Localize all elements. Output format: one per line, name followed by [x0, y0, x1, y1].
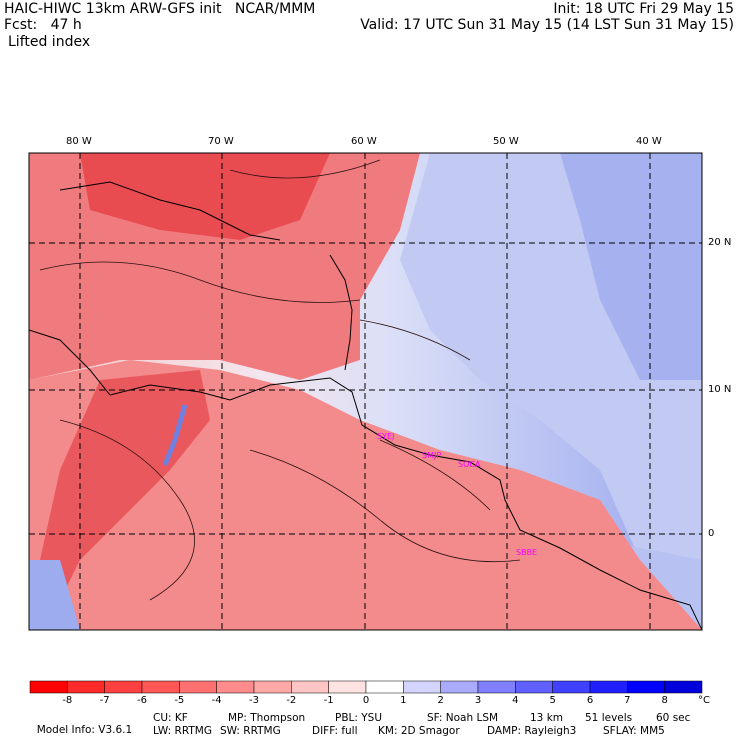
colorbar-tick-label: -1 — [323, 695, 334, 706]
map-frame — [28, 152, 703, 631]
colorbar-tick-label: 4 — [512, 695, 519, 706]
lon-label-60w: 60 W — [351, 136, 377, 147]
contour-line — [359, 319, 471, 361]
footer-mp: MP: Thompson — [228, 712, 306, 724]
colorbar — [29, 680, 703, 694]
footer-damp: DAMP: Rayleigh3 — [487, 725, 577, 737]
footer-cu: CU: KF — [153, 712, 188, 724]
footer-diff: DIFF: full — [312, 725, 358, 737]
colorbar-tick-label: 1 — [400, 695, 407, 706]
unstable-region-andes — [40, 370, 210, 600]
colorbar-swatch — [627, 680, 665, 694]
coastline-central-america — [29, 329, 111, 396]
lon-label-50w: 50 W — [493, 136, 519, 147]
colorbar-tick-label: 2 — [437, 695, 444, 706]
colorbar-tick-label: -5 — [174, 695, 185, 706]
lon-label-40w: 40 W — [636, 136, 662, 147]
footer-sf: SF: Noah LSM — [427, 712, 499, 724]
colorbar-swatch — [179, 680, 217, 694]
lat-label-20n: 20 N — [708, 237, 732, 248]
colorbar-tick-label: -4 — [211, 695, 222, 706]
contour-line — [249, 449, 521, 563]
coastline-greater-antilles — [59, 181, 281, 241]
colorbar-swatch — [477, 680, 516, 694]
graticule — [29, 153, 702, 630]
footer-levels: 51 levels — [585, 712, 633, 724]
footer-sflay: SFLAY: MM5 — [603, 725, 665, 737]
station-label: SOCA — [458, 460, 481, 469]
lat-label-0: 0 — [708, 528, 715, 539]
lon-label-70w: 70 W — [208, 136, 234, 147]
colorbar-swatch — [440, 680, 479, 694]
colorbar-swatch — [552, 680, 591, 694]
contour-line — [379, 439, 491, 511]
colorbar-swatch — [67, 680, 105, 694]
colorbar-tick-label: 5 — [549, 695, 556, 706]
footer-km: KM: 2D Smagor — [378, 725, 460, 737]
colorbar-swatch — [291, 680, 329, 694]
forecast-hour: Fcst: 47 h — [4, 17, 82, 33]
colorbar-swatch — [365, 680, 404, 694]
colorbar-swatch — [141, 680, 180, 694]
colorbar-swatch — [216, 680, 255, 694]
contour-line — [39, 261, 361, 303]
colorbar-tick-label: 7 — [624, 695, 631, 706]
colorbar-swatch — [515, 680, 553, 694]
valid-time: Valid: 17 UTC Sun 31 May 15 (14 LST Sun … — [360, 17, 734, 33]
contour-line — [229, 159, 381, 179]
footer-lw: LW: RRTMG — [153, 725, 212, 737]
colorbar-tick-label: -6 — [137, 695, 147, 706]
colorbar-swatch — [403, 680, 441, 694]
colorbar-tick-label: 8 — [661, 695, 668, 706]
footer-version: Model Info: V3.6.1 — [36, 724, 133, 736]
coastline-antilles-arc — [329, 254, 353, 371]
footer-sw: SW: RRTMG — [220, 725, 281, 737]
colorbar-ticks: -8 -7 -6 -5 -4 -3 -2 -1 0 1 2 3 4 5 6 7 8 °C — [0, 695, 740, 709]
colorbar-tick-label: 6 — [586, 695, 594, 706]
colorbar-swatch — [29, 680, 68, 694]
colorbar-swatch — [104, 680, 143, 694]
contour-line — [59, 419, 195, 601]
footer-pbl: PBL: YSU — [335, 712, 383, 724]
stable-region-far-east — [560, 153, 702, 380]
station-label: SMJP — [422, 451, 442, 460]
unstable-region-north — [80, 153, 330, 240]
colorbar-tick-label: 3 — [474, 695, 482, 706]
stable-region-pacific — [29, 560, 80, 630]
colorbar-tick-label: -3 — [249, 695, 259, 706]
colorbar-swatch — [328, 680, 367, 694]
footer-timestep: 60 sec — [656, 712, 691, 724]
field-name: Lifted index — [8, 34, 91, 50]
footer-model-info: Model Info: V3.6.1 — [30, 712, 133, 736]
colorbar-tick-label: -2 — [286, 695, 297, 706]
coastline-south-america — [109, 377, 702, 630]
lon-label-80w: 80 W — [66, 136, 92, 147]
colorbar-swatch — [664, 680, 703, 694]
model-title: HAIC-HIWC 13km ARW-GFS init NCAR/MMM — [4, 1, 316, 17]
station-label: SYEJ — [377, 432, 395, 441]
init-time: Init: 18 UTC Fri 29 May 15 — [553, 1, 734, 17]
lat-label-10n: 10 N — [708, 384, 732, 395]
colorbar-tick-label: -8 — [62, 695, 73, 706]
station-label: SBBE — [516, 548, 538, 557]
colorbar-unit: °C — [698, 695, 710, 706]
colorbar-tick-label: 0 — [362, 695, 370, 706]
colorbar-swatch — [253, 680, 292, 694]
colorbar-swatch — [589, 680, 628, 694]
lake-maracaibo — [162, 404, 188, 466]
footer-resolution: 13 km — [530, 712, 564, 724]
colorbar-tick-label: -7 — [99, 695, 110, 706]
